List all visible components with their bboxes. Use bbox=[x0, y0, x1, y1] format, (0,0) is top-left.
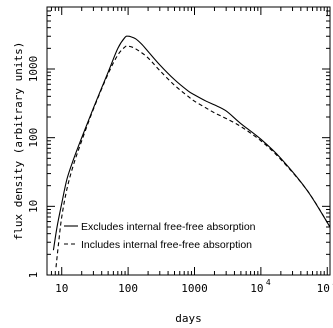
series-layer bbox=[52, 35, 331, 268]
x-tick-label: 10 bbox=[250, 282, 263, 295]
x-tick-label-exponent: 4 bbox=[266, 278, 271, 287]
x-tick-label: 100 bbox=[118, 282, 138, 295]
x-tick-label: 1000 bbox=[181, 282, 208, 295]
x-tick-label: 10 bbox=[317, 282, 330, 295]
y-tick-label: 1000 bbox=[27, 56, 40, 83]
axis-ticks bbox=[46, 6, 330, 276]
legend: Excludes internal free-free absorption In… bbox=[64, 221, 256, 251]
y-tick-labels: 1 10 100 1000 bbox=[27, 56, 40, 279]
series-line-includes bbox=[55, 45, 331, 268]
y-axis-label: flux density (arbitrary units) bbox=[12, 42, 25, 241]
y-tick-label: 1 bbox=[27, 272, 40, 279]
legend-label: Includes internal free-free absorption bbox=[81, 239, 252, 251]
y-tick-label: 10 bbox=[27, 200, 40, 213]
y-tick-label: 100 bbox=[27, 128, 40, 148]
x-axis-label: days bbox=[175, 312, 202, 325]
x-tick-label: 10 bbox=[55, 282, 68, 295]
plot-frame bbox=[46, 6, 331, 276]
series-line-excludes bbox=[52, 35, 331, 251]
legend-label: Excludes internal free-free absorption bbox=[81, 221, 256, 233]
x-tick-labels: 101001000104105 bbox=[55, 278, 333, 295]
